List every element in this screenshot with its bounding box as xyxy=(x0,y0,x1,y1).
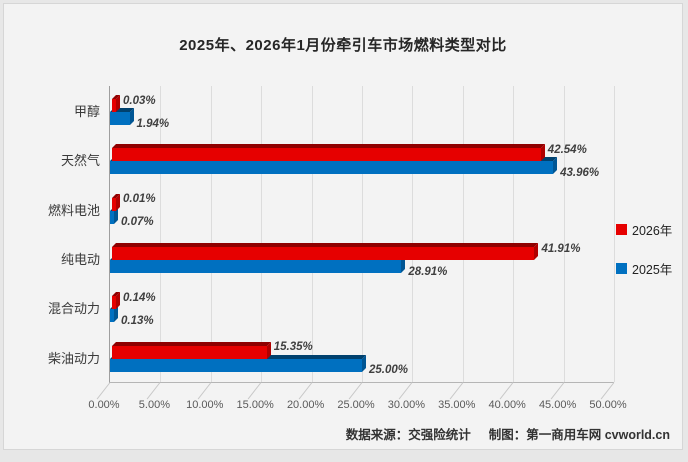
gridline xyxy=(563,86,565,382)
gridline xyxy=(261,86,263,382)
bar-2025年-天然气 xyxy=(110,157,558,175)
gridline xyxy=(160,86,162,382)
bar-2026年-甲醇 xyxy=(112,95,120,112)
bar-2025年-纯电动 xyxy=(110,256,406,273)
gridline xyxy=(412,86,414,382)
axis-floor-tick xyxy=(550,382,564,400)
category-label: 甲醇 xyxy=(73,104,100,119)
bar-2026年-混合动力 xyxy=(112,292,120,310)
axis-floor-tick xyxy=(147,382,161,400)
bar-2026年-燃料电池 xyxy=(112,193,120,211)
x-tick-label: 50.00% xyxy=(589,399,627,411)
value-label: 43.96% xyxy=(560,166,600,179)
bar-2025年-混合动力 xyxy=(110,305,118,323)
chart-card: 2025年、2026年1月份牵引车市场燃料类型对比 0.00% 5.00% 10.0… xyxy=(3,3,683,450)
x-tick-label: 5.00% xyxy=(138,399,170,411)
axis-floor-tick xyxy=(499,382,514,400)
gridline xyxy=(210,86,212,382)
value-label: 0.13% xyxy=(121,314,154,327)
value-label: 15.35% xyxy=(273,341,313,354)
bar-2026年-纯电动 xyxy=(112,243,539,260)
value-label: 42.54% xyxy=(547,143,587,156)
footer: 数据来源：交强险统计 制图：第一商用车网 cvworld.cn xyxy=(346,424,670,443)
bar-end-face xyxy=(116,193,120,211)
credit-label: 制图：第一商用车网 cvworld.cn xyxy=(488,428,670,442)
x-tick-label: 25.00% xyxy=(337,399,375,411)
bar-2026年-天然气 xyxy=(112,144,545,162)
bar-2025年-柴油动力 xyxy=(110,354,366,372)
axis-floor-tick xyxy=(348,382,363,400)
category-label: 柴油动力 xyxy=(47,350,100,366)
value-label: 0.03% xyxy=(123,94,156,107)
bar-2025年-甲醇 xyxy=(110,108,134,125)
value-label: 1.94% xyxy=(136,117,170,130)
axis-floor-tick xyxy=(449,382,464,400)
x-tick-label: 15.00% xyxy=(236,399,274,411)
gridline xyxy=(462,86,464,382)
axis-floor-tick xyxy=(247,382,262,400)
category-label: 混合动力 xyxy=(47,301,100,317)
chart-title: 2025年、2026年1月份牵引车市场燃料类型对比 xyxy=(179,37,507,54)
value-label: 0.14% xyxy=(123,291,156,304)
category-label: 天然气 xyxy=(60,153,100,169)
bar-top-face xyxy=(112,144,545,149)
gridline xyxy=(513,86,515,382)
legend-item-2025年: 2025年 xyxy=(616,259,672,278)
axis-floor-tick xyxy=(298,382,312,400)
bar-top-face xyxy=(112,341,271,346)
axis-floor-tick xyxy=(600,382,615,400)
x-tick-label: 10.00% xyxy=(186,399,224,411)
bar-top-face xyxy=(112,243,539,247)
bar-end-face xyxy=(553,157,558,175)
bar-end-face xyxy=(116,292,120,310)
legend: 2026年 2025年 xyxy=(616,220,672,278)
x-tick-label: 20.00% xyxy=(286,399,325,411)
data-source-label: 数据来源：交强险统计 xyxy=(345,428,471,442)
gridline xyxy=(614,86,615,382)
value-label: 28.91% xyxy=(408,265,448,278)
bar-2026年-柴油动力 xyxy=(112,341,271,359)
plot-area: 0.00% 5.00% 10.00% 15.00% 20.00% 25.00% 30.00%… xyxy=(88,86,627,411)
gridline xyxy=(362,86,363,382)
legend-swatch-2025年 xyxy=(616,263,627,274)
axis-floor-tick xyxy=(399,382,413,400)
legend-swatch-2026年 xyxy=(616,224,627,235)
gridline xyxy=(311,86,313,382)
category-label: 纯电动 xyxy=(60,252,100,267)
legend-label: 2025年 xyxy=(632,263,673,277)
x-tick-label: 30.00% xyxy=(387,399,426,411)
bar-end-face xyxy=(534,243,539,260)
value-label: 0.07% xyxy=(121,216,154,229)
x-tick-label: 40.00% xyxy=(488,399,526,411)
bar-end-face xyxy=(129,108,134,125)
x-tick-label: 35.00% xyxy=(438,399,476,411)
bar-2025年-燃料电池 xyxy=(110,206,118,224)
x-tick-label: 0.00% xyxy=(88,399,120,411)
value-label: 41.91% xyxy=(541,242,581,255)
bar-end-face xyxy=(362,354,366,372)
axis-floor-tick xyxy=(96,382,111,400)
x-tick-label: 45.00% xyxy=(538,399,577,411)
legend-label: 2026年 xyxy=(632,224,673,238)
category-label: 燃料电池 xyxy=(47,202,100,218)
value-label: 0.01% xyxy=(123,193,156,206)
legend-item-2026年: 2026年 xyxy=(616,220,672,239)
value-label: 25.00% xyxy=(369,364,409,377)
axis-floor-tick xyxy=(197,382,212,400)
